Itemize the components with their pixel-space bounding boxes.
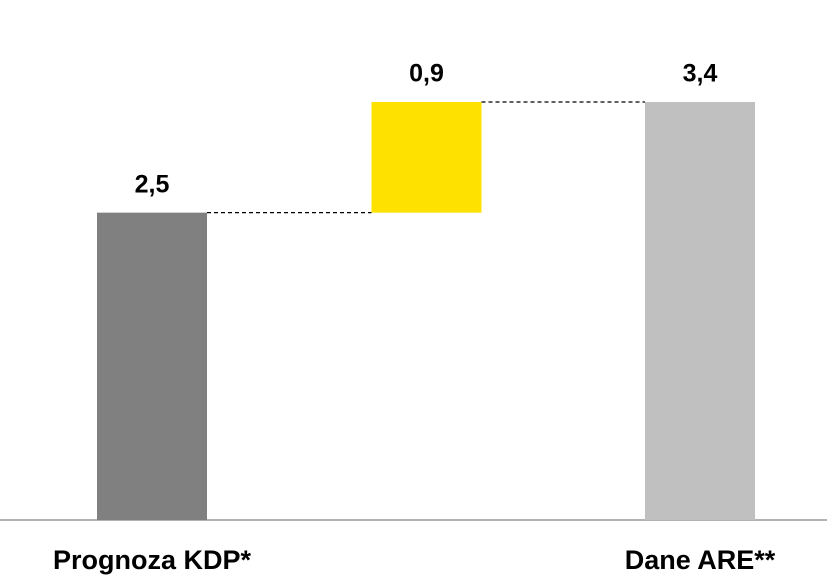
value-label: 3,4 — [683, 60, 718, 88]
category-label: Prognoza KDP* — [53, 545, 252, 575]
bar — [371, 102, 482, 213]
value-label: 2,5 — [135, 170, 170, 198]
bar — [645, 102, 755, 520]
category-label: Dane ARE** — [625, 545, 776, 575]
bar — [97, 212, 207, 520]
value-label: 0,9 — [409, 60, 444, 88]
